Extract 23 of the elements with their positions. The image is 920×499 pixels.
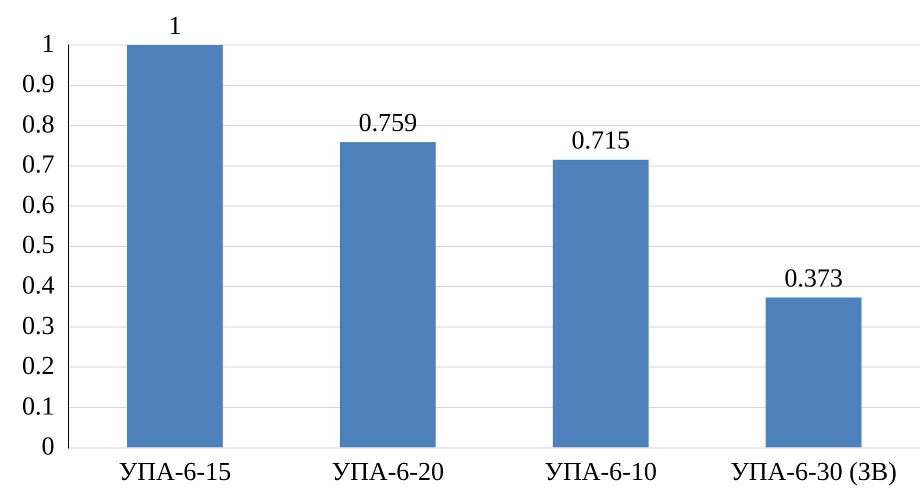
y-tick-label: 0.3 [22,310,54,340]
y-tick-label: 0.2 [22,351,54,380]
x-tick-label: УПА-6-10 [544,457,657,486]
y-tick-label: 0.5 [22,230,54,260]
data-label: 0.373 [784,263,843,292]
y-tick-label: 0.7 [22,150,54,179]
x-tick-label: УПА-6-30 (ЗВ) [730,457,897,486]
y-tick-label: 0.9 [22,69,54,98]
bar [766,298,862,448]
bar [127,45,223,448]
data-label: 0.715 [571,126,630,155]
x-tick-label: УПА-6-15 [118,457,232,486]
data-label: 1 [168,10,182,40]
bar [340,142,436,448]
y-tick-label: 0.6 [22,190,54,219]
bar [552,160,649,448]
y-tick-label: 0.4 [22,270,54,300]
y-tick-label: 0 [42,432,54,461]
data-label: 0.759 [358,108,418,137]
y-tick-label: 1 [42,28,54,58]
y-tick-label: 0.8 [22,109,54,138]
x-tick-label: УПА-6-20 [332,457,444,486]
y-tick-label: 0.1 [22,391,54,420]
